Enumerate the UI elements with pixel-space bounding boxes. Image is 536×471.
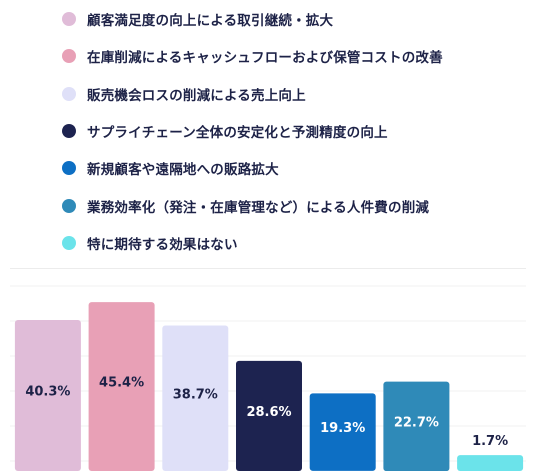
legend-label: 顧客満足度の向上による取引継続・拡大 (87, 13, 334, 29)
bar-value-label: 45.4% (99, 376, 144, 391)
bar (162, 325, 229, 471)
bar (383, 381, 450, 471)
bar-value-label: 40.3% (25, 385, 70, 400)
bar (236, 360, 302, 471)
legend-label: 在庫削減によるキャッシュフローおよび保管コストの改善 (87, 50, 443, 67)
bar (457, 455, 524, 471)
bar (309, 393, 376, 471)
legend-swatch (62, 86, 76, 101)
legend-label: サプライチェーン全体の安定化と予測精度の向上 (87, 124, 388, 141)
bar (88, 302, 155, 471)
legend-item: 顧客満足度の向上による取引継続・拡大 (62, 8, 333, 30)
bar-value-label: 22.7% (394, 415, 439, 430)
legend-label: 業務効率化（発注・在庫管理など）による人件費の削減 (87, 199, 430, 216)
legend-divider (10, 268, 526, 269)
legend-item: 販売機会ロスの削減による売上向上 (62, 83, 306, 105)
legend-swatch (62, 12, 76, 26)
legend-label: 販売機会ロスの削減による売上向上 (87, 87, 306, 104)
legend-swatch (62, 123, 76, 138)
bar-value-label: 1.7% (472, 434, 508, 449)
legend-swatch (62, 161, 76, 176)
legend-swatch (62, 198, 76, 213)
bar-value-label: 28.6% (246, 405, 291, 420)
legend-label: 特に期待する効果はない (87, 236, 238, 253)
legend-label: 新規顧客や遠隔地への販路拡大 (87, 162, 279, 179)
legend-item: 在庫削減によるキャッシュフローおよび保管コストの改善 (62, 45, 443, 67)
legend-item: サプライチェーン全体の安定化と予測精度の向上 (62, 120, 388, 142)
legend-item: 新規顧客や遠隔地への販路拡大 (62, 157, 279, 179)
legend-item: 特に期待する効果はない (62, 232, 238, 254)
bar-value-label: 19.3% (320, 421, 365, 436)
legend-swatch (62, 49, 76, 64)
legend-item: 業務効率化（発注・在庫管理など）による人件費の削減 (62, 195, 429, 217)
bar (14, 320, 81, 471)
bar-value-label: 38.7% (173, 387, 218, 402)
legend-swatch (62, 235, 76, 250)
